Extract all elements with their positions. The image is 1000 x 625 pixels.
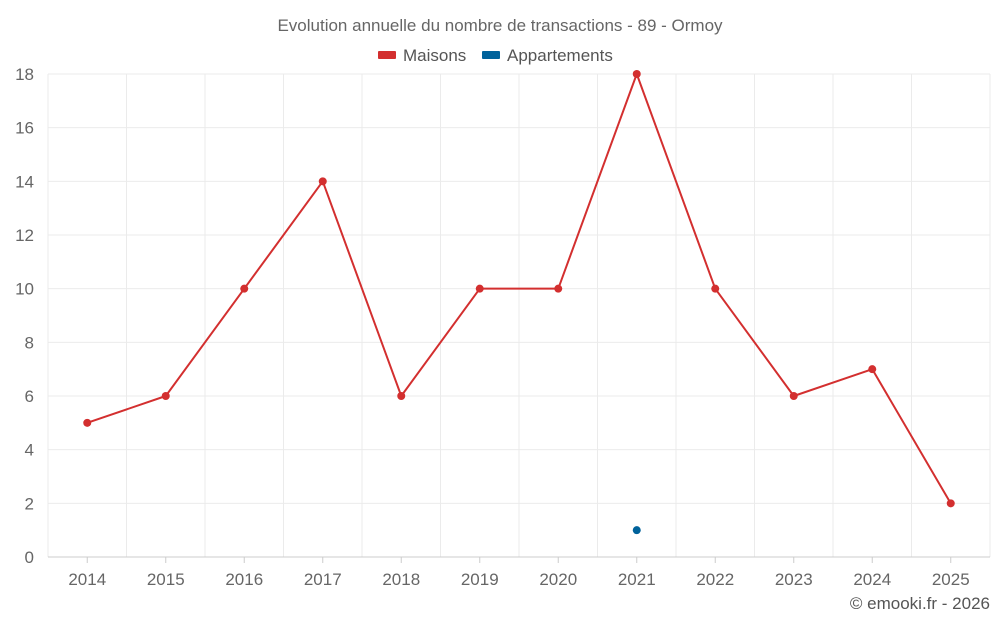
- data-point-maisons[interactable]: [632, 70, 641, 78]
- y-tick-label: 18: [15, 65, 34, 84]
- data-point-maisons[interactable]: [789, 392, 798, 400]
- y-axis: 0 2 4 6 8 10 12 14 16 18: [15, 65, 34, 567]
- legend-item-appartements[interactable]: Appartements: [482, 46, 613, 65]
- x-tick-label: 2017: [304, 570, 342, 589]
- x-tick-label: 2016: [225, 570, 263, 589]
- x-tick-label: 2023: [775, 570, 813, 589]
- chart-title: Evolution annuelle du nombre de transact…: [277, 16, 723, 35]
- x-tick-label: 2020: [539, 570, 577, 589]
- data-point-maisons[interactable]: [946, 499, 955, 508]
- grid: [47, 73, 991, 558]
- legend: Maisons Appartements: [378, 46, 613, 65]
- x-tick-label: 2019: [461, 570, 499, 589]
- data-point-maisons[interactable]: [161, 392, 170, 400]
- data-point-maisons[interactable]: [240, 284, 249, 293]
- x-tick-label: 2015: [147, 570, 185, 589]
- legend-item-maisons[interactable]: Maisons: [378, 46, 466, 65]
- y-tick-label: 12: [15, 226, 34, 245]
- legend-swatch-maisons: [378, 51, 396, 59]
- y-tick-label: 2: [25, 494, 34, 513]
- x-tick-label: 2025: [932, 570, 970, 589]
- y-tick-label: 6: [25, 387, 34, 406]
- series-line-maisons: [86, 73, 952, 504]
- x-tick-label: 2018: [382, 570, 420, 589]
- legend-label-maisons: Maisons: [403, 46, 466, 65]
- x-tick-label: 2021: [618, 570, 656, 589]
- y-tick-label: 14: [15, 172, 34, 191]
- data-point-maisons[interactable]: [711, 284, 720, 293]
- data-point-maisons[interactable]: [318, 177, 327, 186]
- data-point-appartements[interactable]: [632, 526, 641, 535]
- data-point-maisons[interactable]: [554, 284, 563, 293]
- y-tick-label: 10: [15, 280, 34, 299]
- y-tick-label: 16: [15, 119, 34, 138]
- x-tick-label: 2024: [853, 570, 891, 589]
- y-tick-label: 4: [25, 441, 34, 460]
- x-tick-label: 2014: [68, 570, 106, 589]
- y-tick-label: 8: [25, 333, 34, 352]
- x-axis: 2014 2015 2016 2017 2018 2019 2020 2021 2022 2023…: [48, 556, 990, 589]
- data-point-maisons[interactable]: [475, 284, 484, 293]
- series: [83, 70, 955, 535]
- data-point-maisons[interactable]: [397, 392, 406, 400]
- credit-text: © emooki.fr - 2026: [850, 594, 990, 613]
- legend-label-appartements: Appartements: [507, 46, 613, 65]
- legend-swatch-appartements: [482, 51, 500, 59]
- x-tick-label: 2022: [696, 570, 734, 589]
- y-tick-label: 0: [25, 548, 34, 567]
- data-point-maisons[interactable]: [868, 365, 877, 374]
- data-point-maisons[interactable]: [83, 418, 92, 427]
